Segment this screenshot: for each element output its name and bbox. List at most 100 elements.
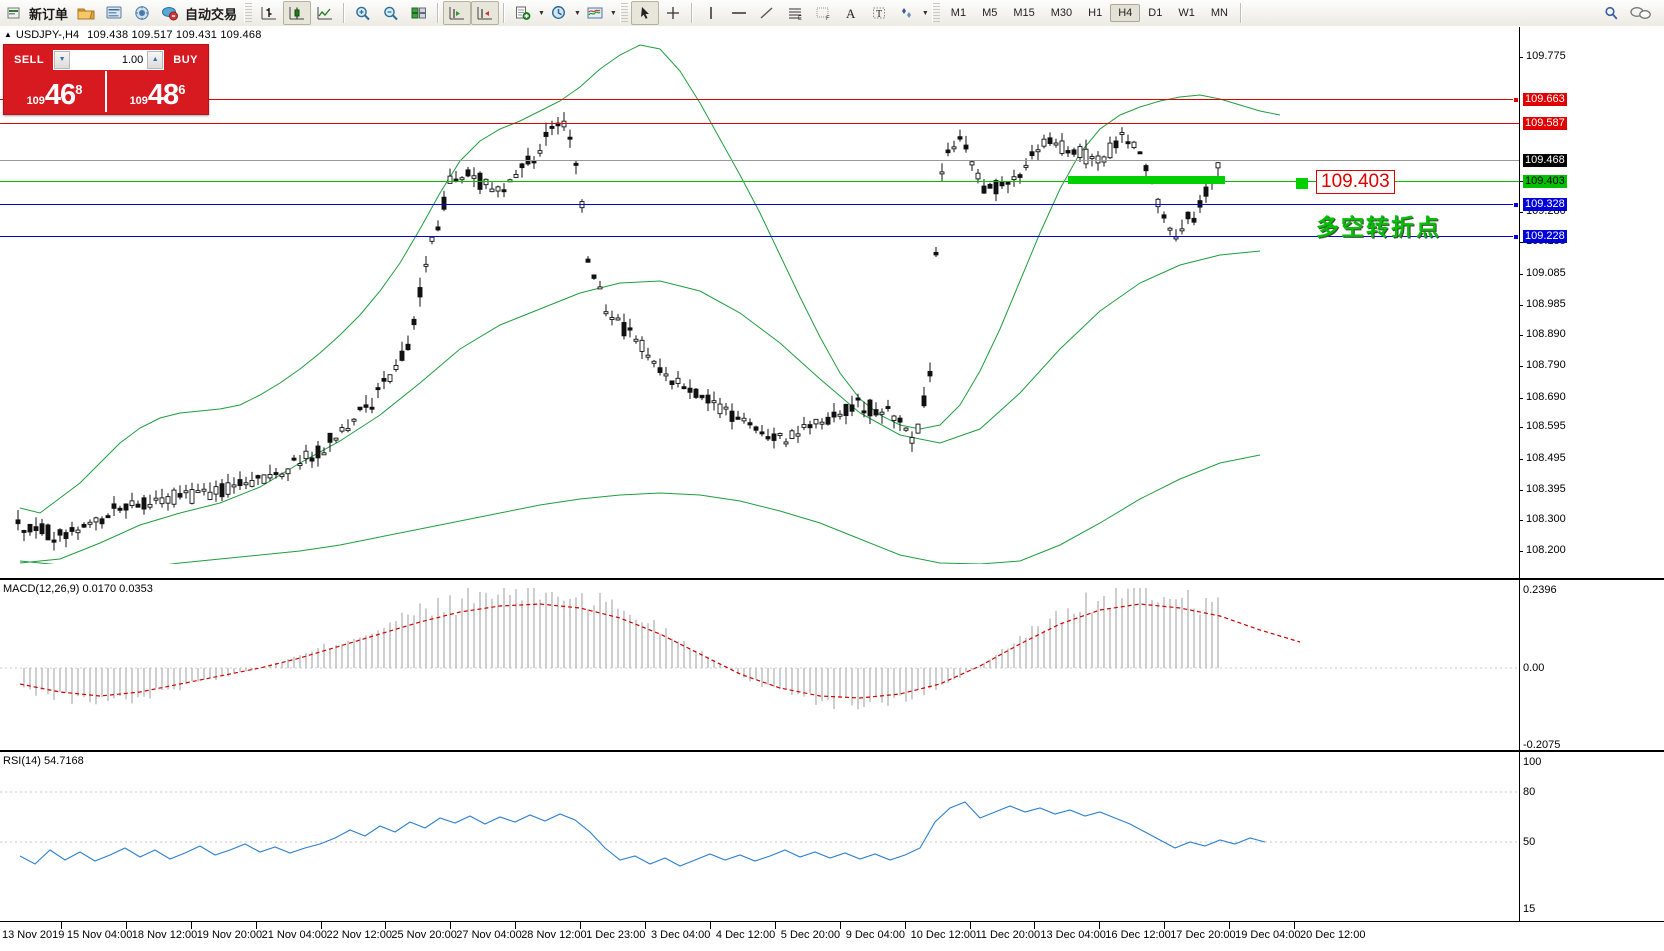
one-click-trading-panel[interactable]: SELL ▼ 1.00 ▲ BUY 109 46 8 109 48 6 (3, 44, 209, 115)
time-tick (320, 922, 322, 929)
folder-icon[interactable] (72, 1, 100, 25)
templates-icon[interactable] (581, 1, 609, 25)
auto-scroll-icon[interactable] (471, 1, 500, 25)
autotrade-icon[interactable] (156, 1, 184, 25)
macd-canvas[interactable] (0, 588, 1519, 728)
crosshair-icon[interactable] (659, 1, 687, 25)
candle-chart-icon[interactable] (283, 1, 312, 25)
equidistant-channel-icon[interactable]: F (809, 1, 837, 25)
caret-down-icon[interactable]: ▼ (54, 50, 71, 69)
line-chart-icon[interactable] (311, 1, 339, 25)
price-chart-canvas[interactable] (0, 43, 1519, 564)
toolbar-separator (343, 3, 346, 23)
level-handle-3[interactable] (1513, 234, 1519, 240)
timeframe-m15[interactable]: M15 (1013, 7, 1035, 19)
level-line-109403[interactable] (0, 181, 1519, 182)
period-dropdown-icon[interactable]: ▼ (573, 9, 581, 17)
toolbar-separator-4 (690, 3, 693, 23)
chart-note-text: 多空转折点 (1316, 214, 1441, 240)
indicators-icon[interactable] (509, 1, 537, 25)
period-icon[interactable] (545, 1, 573, 25)
zoom-in-icon[interactable] (349, 1, 377, 25)
terminal-icon[interactable] (100, 1, 128, 25)
price-tag-green-level[interactable]: 109.403 (1523, 175, 1567, 188)
level-line-109228[interactable] (0, 234, 1519, 240)
new-order-label[interactable]: 新订单 (29, 6, 69, 22)
chart-shift-icon[interactable] (443, 1, 472, 25)
price-tick-label: 108.790 (1526, 359, 1566, 372)
timeframe-mn[interactable]: MN (1210, 7, 1228, 19)
sell-price[interactable]: 109 46 8 (4, 71, 107, 112)
time-tick (839, 922, 841, 929)
new-order-icon[interactable] (0, 1, 28, 25)
time-tick-label: 10 Dec 12:00 (910, 929, 977, 941)
level-line-109663[interactable] (0, 97, 1519, 103)
level-handle-2[interactable] (1513, 202, 1519, 208)
objects-dropdown-icon[interactable]: ▼ (921, 9, 929, 17)
price-tag-last-price[interactable]: 109.468 (1523, 154, 1567, 167)
templates-dropdown-icon[interactable]: ▼ (609, 9, 617, 17)
price-tag-red-level[interactable]: 109.587 (1523, 117, 1567, 130)
sell-price-frac: 8 (75, 82, 83, 97)
rsi-canvas[interactable] (0, 760, 1519, 920)
fibo-icon[interactable]: E (781, 1, 809, 25)
tile-windows-icon[interactable] (405, 1, 433, 25)
price-tag-blue-level[interactable]: 109.228 (1523, 230, 1567, 243)
autotrade-label[interactable]: 自动交易 (185, 6, 238, 22)
time-tick (60, 922, 62, 929)
timeframe-m1[interactable]: M1 (950, 7, 967, 19)
trendline-icon[interactable] (753, 1, 781, 25)
green-zone-marker-2[interactable] (1296, 178, 1308, 189)
price-tag-blue-level[interactable]: 109.328 (1523, 198, 1567, 211)
time-tick-label: 27 Nov 04:00 (456, 929, 522, 941)
macd-pane-divider (0, 578, 1664, 580)
price-tick (1519, 273, 1523, 275)
timeframe-d1[interactable]: D1 (1148, 7, 1163, 19)
volume-stepper[interactable]: ▼ 1.00 ▲ (53, 49, 165, 70)
indicators-dropdown-icon[interactable]: ▼ (538, 9, 545, 17)
buy-price[interactable]: 109 48 6 (107, 71, 208, 112)
caret-up-icon[interactable]: ▲ (147, 50, 164, 69)
green-zone-marker[interactable] (1068, 176, 1225, 184)
toolbar-grip-3[interactable] (931, 3, 940, 23)
navigator-icon[interactable] (128, 1, 156, 25)
time-tick (1034, 922, 1036, 929)
hline-icon[interactable] (725, 1, 753, 25)
time-tick-label: 11 Dec 20:00 (975, 929, 1041, 941)
price-tick (1519, 490, 1523, 492)
price-tag-red-level[interactable]: 109.663 (1523, 93, 1567, 106)
zoom-out-icon[interactable] (377, 1, 405, 25)
objects-icon[interactable] (893, 1, 921, 25)
price-tick (1519, 458, 1523, 460)
toolbar-grip-2[interactable] (619, 3, 628, 23)
price-tick-label: 109.085 (1526, 266, 1566, 279)
price-tick-label: 108.495 (1526, 451, 1566, 464)
buy-button[interactable]: BUY (173, 53, 198, 66)
chat-icon[interactable] (1626, 1, 1656, 25)
sell-button[interactable]: SELL (14, 53, 45, 66)
timeframe-w1[interactable]: W1 (1178, 7, 1195, 19)
time-tick-label: 22 Nov 12:00 (326, 929, 392, 941)
volume-input[interactable]: 1.00 (121, 53, 144, 66)
toolbar-grip[interactable] (244, 3, 253, 23)
price-tick (1519, 242, 1523, 244)
price-callout[interactable]: 109.403 (1316, 170, 1395, 194)
timeframe-m5[interactable]: M5 (982, 7, 998, 19)
timeframe-h4[interactable]: H4 (1110, 4, 1141, 22)
level-line-109587[interactable] (0, 123, 1519, 124)
vline-icon[interactable] (697, 1, 725, 25)
price-tick-label: 108.595 (1526, 420, 1566, 433)
level-line-109328[interactable] (0, 202, 1519, 208)
timeframe-h1[interactable]: H1 (1088, 7, 1103, 19)
price-tick-label: 108.890 (1526, 327, 1566, 340)
toolbar-separator-3 (503, 3, 506, 23)
timeframe-m30[interactable]: M30 (1050, 7, 1073, 19)
text-icon[interactable]: A (837, 1, 865, 25)
collapse-arrow-icon[interactable]: ▲ (4, 30, 12, 39)
label-icon[interactable]: T (865, 1, 893, 25)
level-handle[interactable] (1513, 97, 1519, 103)
search-icon[interactable] (1598, 1, 1626, 25)
cursor-icon[interactable] (630, 1, 659, 25)
rsi-axis-label-15: 15 (1523, 903, 1536, 915)
bar-chart-icon[interactable] (255, 1, 283, 25)
